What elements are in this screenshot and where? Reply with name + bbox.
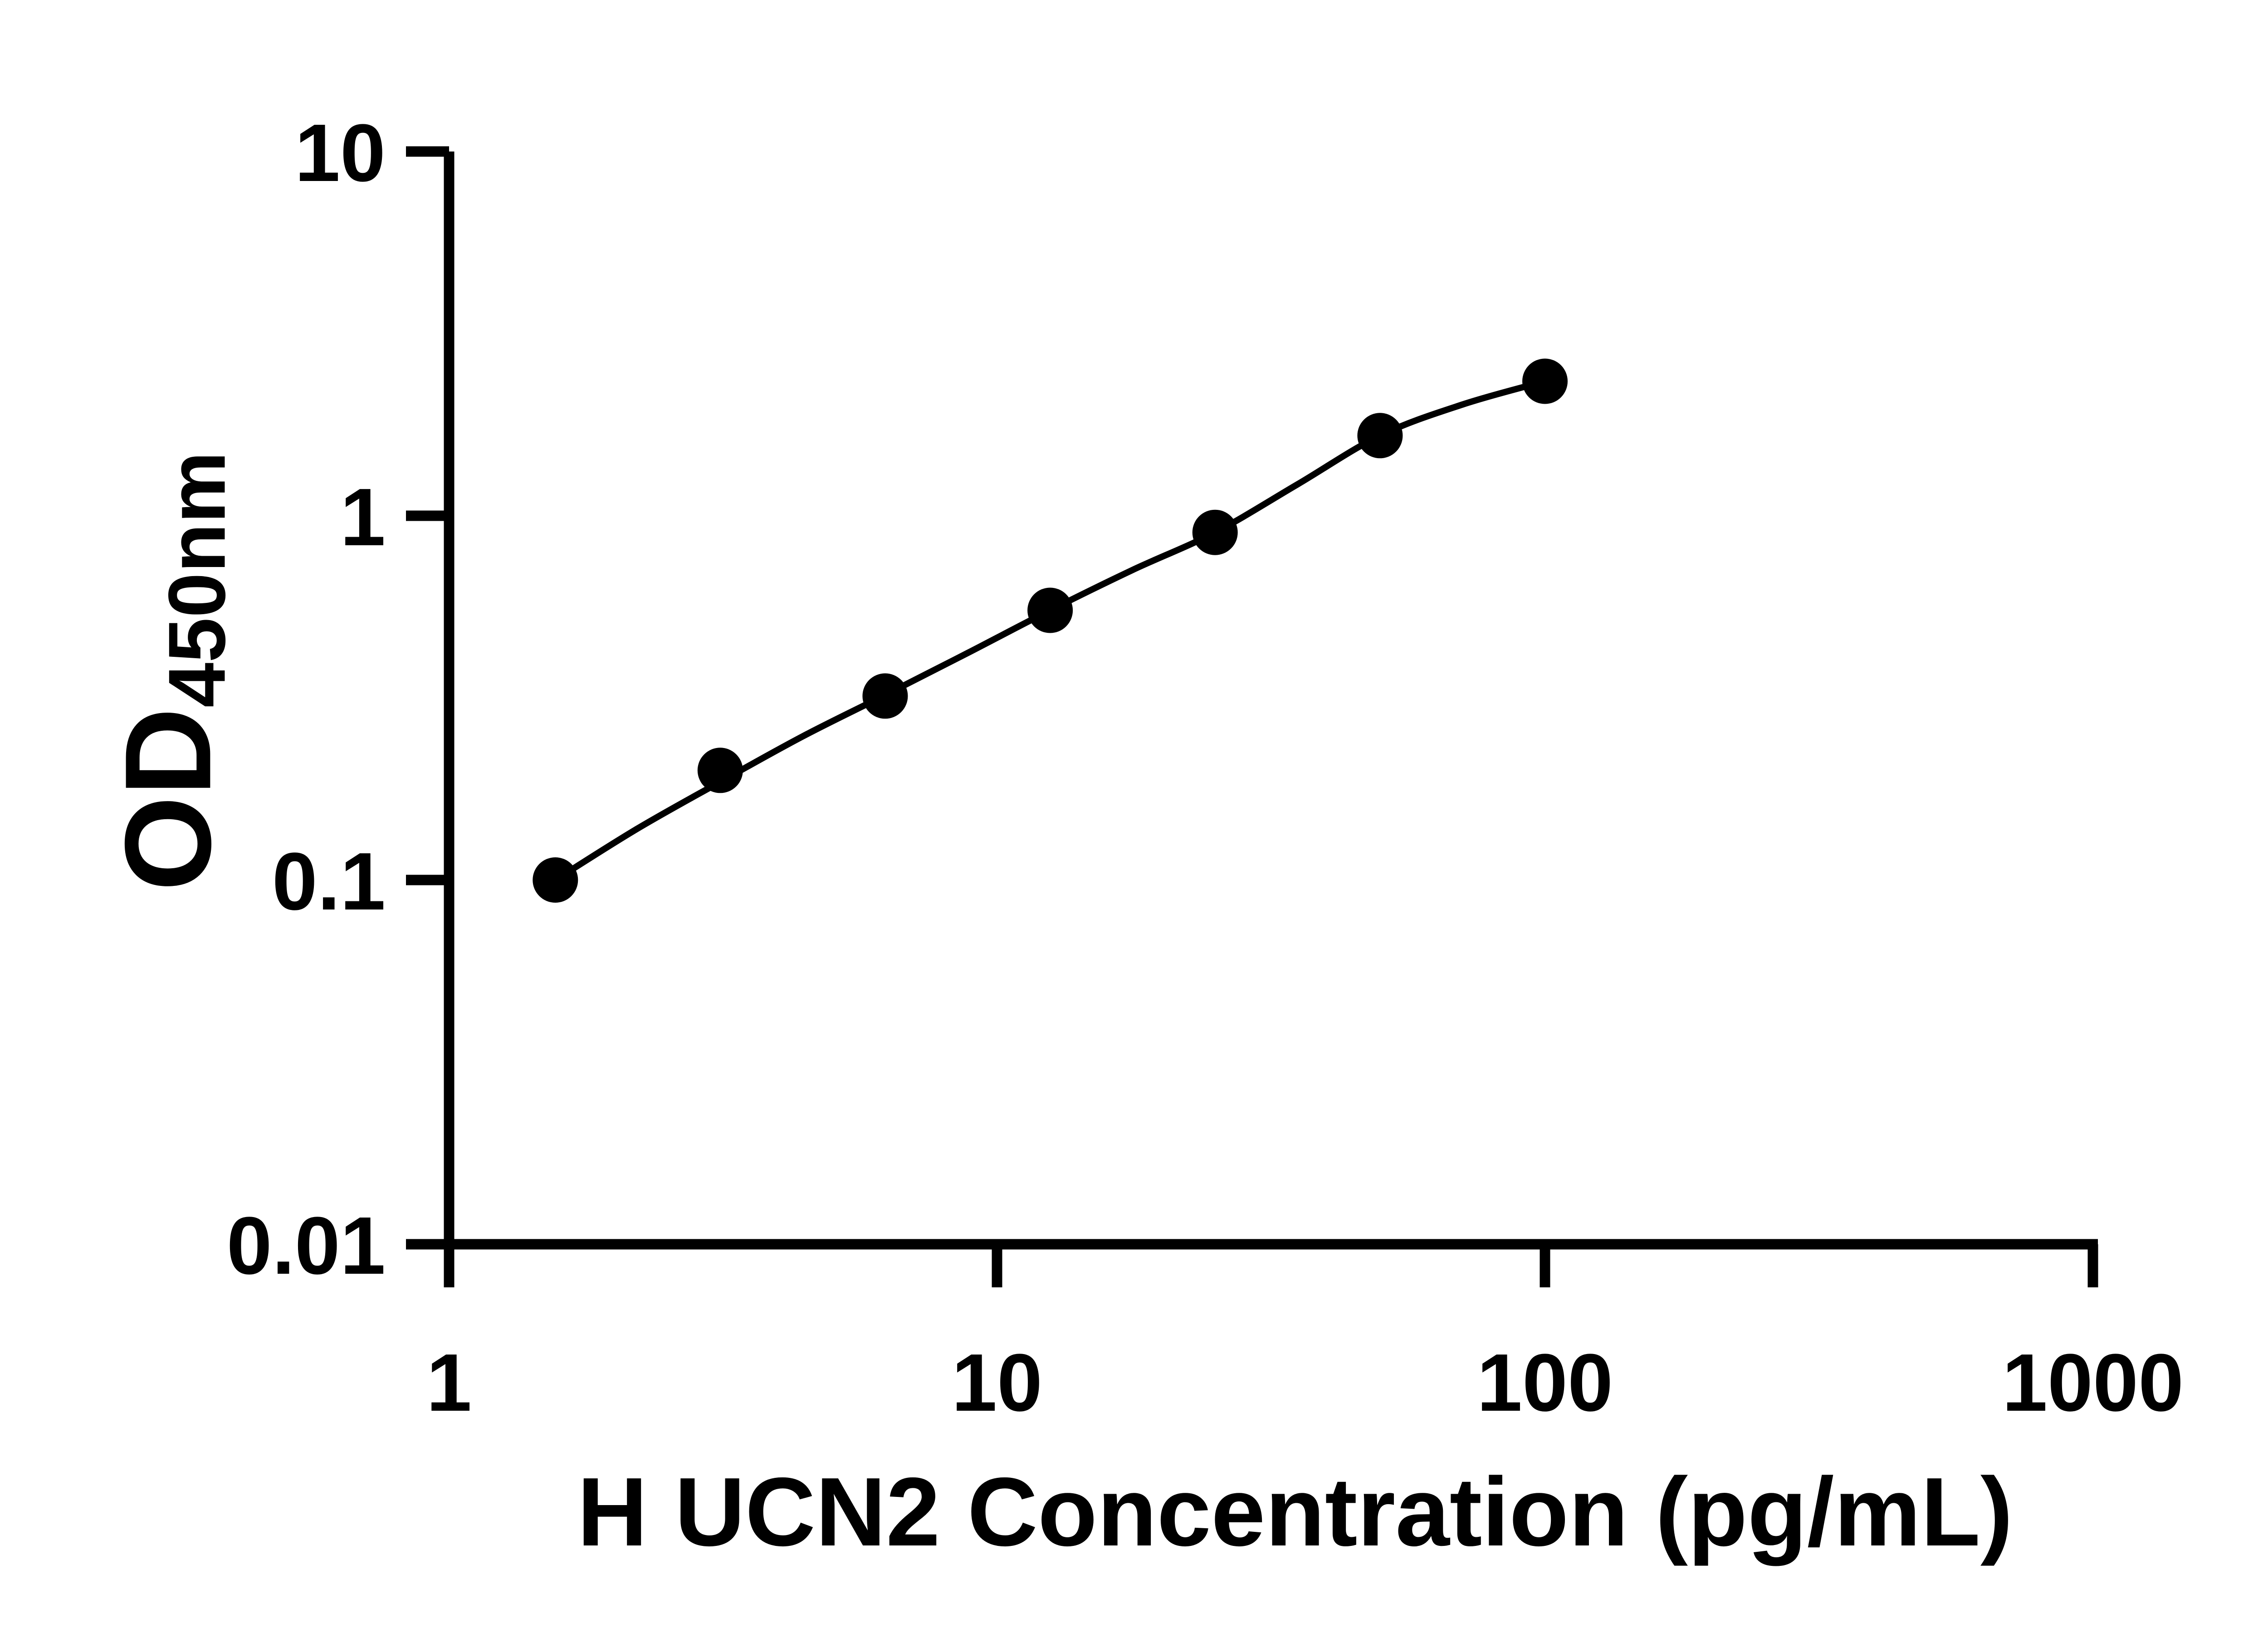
y-tick-label: 1 bbox=[340, 472, 386, 563]
data-point bbox=[1192, 509, 1238, 555]
y-tick-label: 0.01 bbox=[227, 1200, 386, 1291]
y-tick-label: 0.1 bbox=[272, 836, 386, 927]
x-tick-label: 1 bbox=[426, 1337, 472, 1428]
y-axis-title-main: OD bbox=[100, 707, 237, 891]
data-point bbox=[697, 748, 743, 793]
x-tick-label: 1000 bbox=[2002, 1337, 2184, 1428]
x-axis-title: H UCN2 Concentration (pg/mL) bbox=[577, 1457, 2013, 1566]
x-tick-label: 10 bbox=[952, 1337, 1042, 1428]
data-point bbox=[533, 857, 578, 903]
y-axis-title-sub: 450nm bbox=[152, 451, 242, 708]
data-point bbox=[1522, 358, 1568, 404]
data-point bbox=[1357, 413, 1403, 459]
data-point bbox=[1027, 587, 1073, 633]
data-point bbox=[862, 673, 908, 719]
x-tick-label: 100 bbox=[1477, 1337, 1613, 1428]
y-tick-label: 10 bbox=[295, 108, 386, 199]
y-axis-title: OD450nm bbox=[100, 451, 242, 891]
